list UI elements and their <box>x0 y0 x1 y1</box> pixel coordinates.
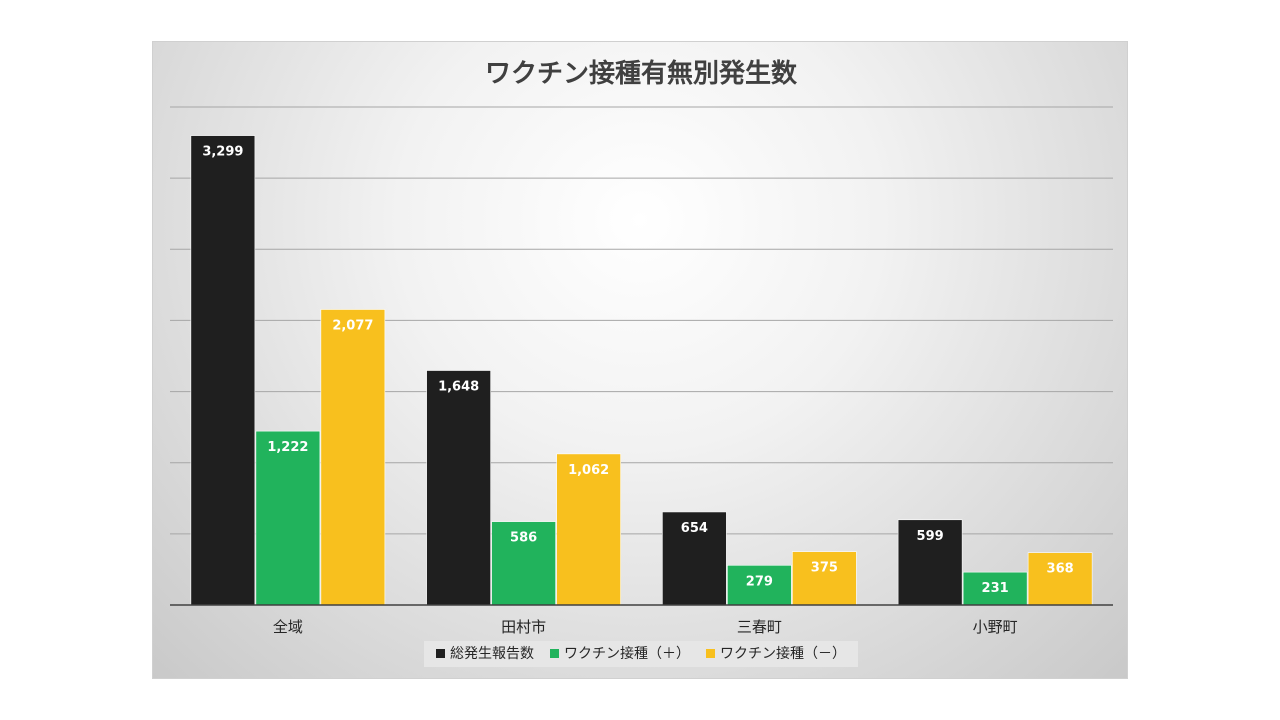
data-label: 586 <box>510 531 537 546</box>
legend-label: ワクチン接種（－） <box>720 645 846 662</box>
legend-label: 総発生報告数 <box>450 646 534 662</box>
legend-item: 総発生報告数 <box>436 646 534 662</box>
legend-item: ワクチン接種（＋） <box>550 645 690 662</box>
data-labels: 3,299 1,222 2,077 1,648 586 1,062 654 279 375 599… <box>202 145 1073 597</box>
data-label: 1,648 <box>438 380 479 395</box>
data-label: 599 <box>917 529 944 544</box>
data-label: 2,077 <box>332 318 373 333</box>
chart-area: ワクチン接種有無別発生数 3,299 1,222 2,077 1,648 586 1,06… <box>152 41 1128 679</box>
data-label: 375 <box>811 561 838 576</box>
bar <box>727 565 792 606</box>
bar <box>662 511 727 606</box>
bars <box>190 135 1093 606</box>
data-label: 279 <box>746 574 773 589</box>
category-label: 小野町 <box>973 618 1018 636</box>
data-label: 654 <box>681 521 708 536</box>
bar <box>426 370 491 606</box>
category-label: 三春町 <box>737 618 782 636</box>
bar <box>320 309 386 606</box>
chart-title: ワクチン接種有無別発生数 <box>485 59 798 89</box>
legend: 総発生報告数 ワクチン接種（＋） ワクチン接種（－） <box>424 641 858 667</box>
data-label: 3,299 <box>202 145 243 160</box>
bar <box>1027 552 1093 606</box>
data-label: 1,062 <box>568 463 609 478</box>
bar <box>897 519 963 606</box>
bar-chart: ワクチン接種有無別発生数 3,299 1,222 2,077 1,648 586 1,06… <box>170 59 1113 667</box>
category-label: 田村市 <box>501 618 546 636</box>
bar <box>962 571 1028 606</box>
legend-swatch <box>436 649 445 658</box>
legend-label: ワクチン接種（＋） <box>564 645 690 662</box>
bar <box>556 453 621 606</box>
legend-item: ワクチン接種（－） <box>706 645 846 662</box>
bar <box>792 551 857 606</box>
category-labels: 全域 田村市 三春町 小野町 <box>273 618 1018 636</box>
bar <box>255 430 321 606</box>
legend-swatch <box>706 649 715 658</box>
bar <box>190 135 256 606</box>
data-label: 1,222 <box>267 440 308 455</box>
legend-swatch <box>550 649 559 658</box>
data-label: 368 <box>1047 562 1074 577</box>
data-label: 231 <box>982 581 1009 596</box>
legend-background <box>424 641 858 667</box>
category-label: 全域 <box>273 618 303 636</box>
